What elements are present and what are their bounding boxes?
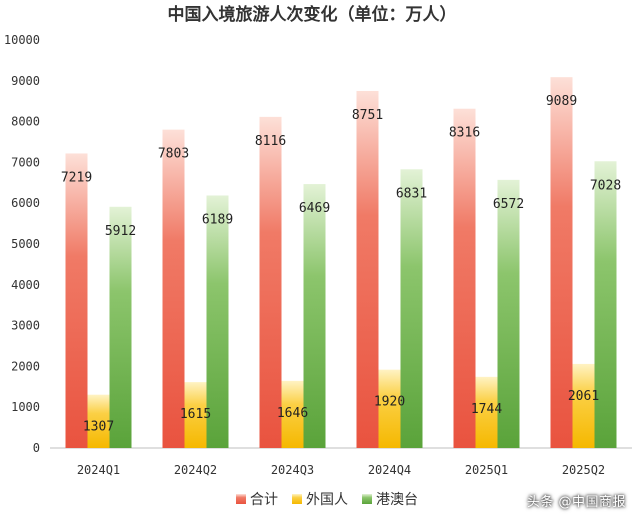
bar-外国人-2024Q1 (87, 394, 110, 448)
bar-港澳台-2024Q1 (109, 206, 132, 448)
data-label: 7219 (61, 170, 92, 185)
x-tick-label: 2024Q4 (368, 463, 411, 477)
bars (65, 77, 617, 449)
legend-swatch (236, 494, 246, 504)
bar-港澳台-2025Q1 (497, 179, 520, 448)
data-label: 1744 (471, 402, 502, 417)
y-tick-label: 2000 (11, 359, 40, 373)
y-tick-label: 8000 (11, 115, 40, 129)
bar-外国人-2025Q2 (572, 363, 595, 448)
data-label: 8316 (449, 126, 480, 141)
y-tick-label: 7000 (11, 155, 40, 169)
data-label: 5912 (105, 224, 136, 239)
legend-label: 合计 (250, 492, 278, 508)
bar-港澳台-2024Q4 (400, 169, 423, 448)
bar-港澳台-2024Q2 (206, 195, 229, 448)
y-tick-label: 10000 (4, 33, 40, 47)
data-label: 6831 (396, 186, 427, 201)
data-label: 6469 (299, 201, 330, 216)
data-label: 6572 (493, 197, 524, 212)
bar-外国人-2024Q2 (184, 382, 207, 448)
x-tick-label: 2024Q2 (174, 463, 217, 477)
y-tick-label: 6000 (11, 196, 40, 210)
bar-外国人-2024Q3 (281, 380, 304, 448)
y-tick-label: 9000 (11, 74, 40, 88)
data-label: 1615 (180, 407, 211, 422)
bar-合计-2024Q3 (259, 116, 282, 449)
data-label: 8751 (352, 108, 383, 123)
x-tick-label: 2024Q1 (77, 463, 120, 477)
legend-label: 外国人 (306, 492, 348, 508)
data-label: 9089 (546, 94, 577, 109)
watermark: 头条 @中国商报 (526, 495, 626, 510)
y-tick-label: 3000 (11, 319, 40, 333)
data-label: 1646 (277, 406, 308, 421)
data-label: 1307 (83, 420, 114, 435)
data-label: 8116 (255, 134, 286, 149)
data-label: 1920 (374, 395, 405, 410)
y-tick-label: 0 (33, 441, 40, 455)
bar-合计-2024Q2 (162, 129, 185, 448)
y-tick-label: 5000 (11, 237, 40, 251)
legend-swatch (362, 494, 372, 504)
x-tick-label: 2024Q3 (271, 463, 314, 477)
data-labels: 7219 1307 5912 7803 1615 6189 8116 1646 6469 8751… (61, 94, 621, 435)
data-label: 7803 (158, 147, 189, 162)
chart-title: 中国入境旅游人次变化（单位：万人） (168, 4, 457, 25)
x-tick-label: 2025Q2 (562, 463, 605, 477)
bar-港澳台-2025Q2 (594, 161, 617, 448)
legend-swatch (292, 494, 302, 504)
bar-合计-2024Q4 (356, 90, 379, 448)
legend-label: 港澳台 (376, 492, 418, 508)
y-tick-label: 1000 (11, 400, 40, 414)
bar-合计-2025Q1 (453, 108, 476, 448)
axes: 0 1000 2000 3000 4000 5000 6000 7000 8000 9000 100… (4, 33, 632, 477)
bar-外国人-2025Q1 (475, 376, 498, 448)
data-label: 2061 (568, 389, 599, 404)
bar-合计-2025Q2 (550, 77, 573, 449)
bar-合计-2024Q1 (65, 153, 88, 449)
bar-外国人-2024Q4 (378, 369, 401, 448)
legend: 合计 外国人 港澳台 (236, 492, 418, 508)
x-tick-label: 2025Q1 (465, 463, 508, 477)
bar-港澳台-2024Q3 (303, 184, 326, 448)
data-label: 7028 (590, 178, 621, 193)
y-tick-label: 4000 (11, 278, 40, 292)
data-label: 6189 (202, 212, 233, 227)
